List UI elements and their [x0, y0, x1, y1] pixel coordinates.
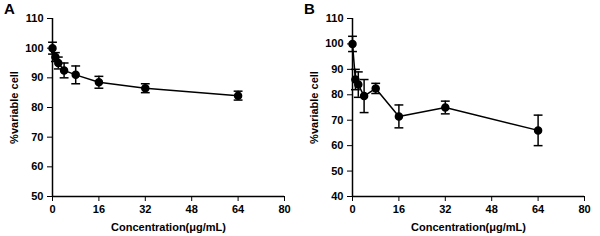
svg-text:16: 16: [393, 203, 405, 215]
svg-text:64: 64: [532, 203, 545, 215]
svg-text:Concentration(μg/mL): Concentration(μg/mL): [411, 221, 526, 233]
svg-text:80: 80: [31, 101, 43, 113]
svg-text:60: 60: [331, 139, 343, 151]
svg-text:50: 50: [331, 165, 343, 177]
svg-text:64: 64: [232, 203, 245, 215]
svg-text:70: 70: [31, 131, 43, 143]
svg-text:90: 90: [31, 71, 43, 83]
svg-text:0: 0: [349, 203, 355, 215]
svg-text:60: 60: [31, 160, 43, 172]
svg-text:32: 32: [139, 203, 151, 215]
svg-text:48: 48: [486, 203, 498, 215]
html-text:B: B: [304, 0, 315, 17]
svg-text:0: 0: [49, 203, 55, 215]
svg-text:32: 32: [439, 203, 451, 215]
svg-text:100: 100: [325, 37, 343, 49]
svg-text:16: 16: [93, 203, 105, 215]
svg-text:110: 110: [26, 12, 44, 24]
svg-text:80: 80: [331, 88, 343, 100]
svg-text:50: 50: [31, 190, 43, 202]
svg-text:%variable cell: %variable cell: [308, 71, 320, 144]
svg-text:%variable cell: %variable cell: [8, 71, 20, 144]
svg-text:80: 80: [578, 203, 590, 215]
svg-text:70: 70: [331, 114, 343, 126]
svg-text:100: 100: [25, 42, 43, 54]
svg-text:48: 48: [186, 203, 198, 215]
svg-text:90: 90: [331, 63, 343, 75]
svg-text:110: 110: [326, 12, 344, 24]
html-text:A: A: [4, 0, 15, 17]
svg-text:80: 80: [278, 203, 290, 215]
svg-text:Concentration(μg/mL): Concentration(μg/mL): [111, 221, 226, 233]
svg-text:40: 40: [331, 190, 343, 202]
